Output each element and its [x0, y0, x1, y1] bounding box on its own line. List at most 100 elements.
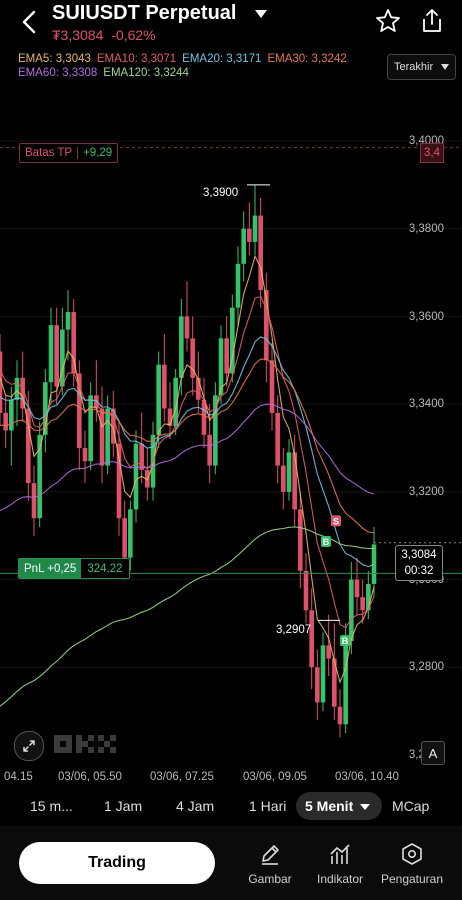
back-arrow-icon[interactable] [14, 8, 44, 36]
buy-marker [340, 635, 350, 647]
sell-marker-letter: S [333, 516, 339, 526]
candle-body [207, 434, 212, 466]
candle-body [116, 443, 122, 519]
candle-body [162, 364, 167, 409]
dropdown-arrow-icon [441, 64, 449, 70]
trading-button[interactable]: Trading [19, 842, 215, 884]
ema20-label: EMA20: 3,3171 [182, 53, 262, 65]
candle-body [371, 544, 377, 584]
y-tick-label: 3,2800 [408, 661, 444, 673]
candle-body [71, 312, 76, 374]
interval-5m[interactable]: 5 Menit [305, 798, 371, 814]
settings-hexagon-icon [402, 843, 422, 865]
y-tick-label: 3,3400 [408, 398, 444, 410]
interval-4h[interactable]: 4 Jam [176, 798, 215, 814]
take-profit-tag[interactable]: Batas TP +9,29 [19, 143, 119, 163]
candle-body [88, 395, 93, 462]
price-chart[interactable]: S B B [0, 46, 462, 768]
candle-body [9, 399, 14, 431]
candle-body [60, 329, 65, 387]
candle-body [337, 706, 343, 725]
candle-body [43, 382, 48, 435]
interval-1h[interactable]: 1 Jam [104, 798, 143, 814]
candle-body [31, 483, 37, 519]
candle-body [303, 570, 309, 611]
candle-body [99, 408, 105, 466]
expand-icon [23, 740, 35, 752]
candle-body [366, 583, 371, 611]
low-price-label: 3,2907 [276, 624, 312, 636]
y-tick-label: 3,3200 [408, 486, 444, 498]
candle-body [196, 377, 201, 400]
candle-body [343, 640, 348, 725]
candle-body [14, 377, 20, 400]
candle-body [128, 509, 133, 558]
candle-body [332, 658, 337, 707]
candle-body [281, 465, 286, 492]
candle-body [190, 338, 195, 378]
ema120-line [0, 526, 374, 707]
ema5-label: EMA5: 3,3043 [18, 53, 91, 65]
pair-dropdown-icon[interactable] [254, 7, 268, 21]
candle-body [20, 377, 25, 409]
candle-body [3, 412, 8, 431]
candle-body [349, 579, 354, 641]
buy-marker-letter: B [342, 636, 349, 646]
candle-body [48, 325, 54, 383]
x-tick-label: 04.15 [4, 771, 33, 783]
ema5-line [0, 254, 375, 684]
candle-body [133, 443, 139, 510]
high-price-label: 3,3900 [203, 187, 239, 199]
chevron-down-icon [360, 804, 371, 810]
auto-scale-button[interactable]: A [421, 741, 445, 765]
candle-body [37, 434, 42, 519]
pair-title[interactable]: SUIUSDT Perpetual [52, 2, 237, 24]
x-tick-label: 03/06, 10.40 [335, 771, 399, 783]
settings-button[interactable]: Pengaturan [372, 842, 452, 886]
ema20-line [0, 336, 375, 568]
favorite-star-icon[interactable] [375, 8, 401, 34]
interval-1d[interactable]: 1 Hari [249, 798, 287, 814]
draw-tool-button[interactable]: Gambar [230, 842, 310, 886]
ema10-line [0, 295, 375, 629]
candle-body [252, 215, 258, 242]
pengaturan-label: Pengaturan [380, 872, 444, 886]
interval-mcap[interactable]: MCap [392, 798, 430, 814]
candle-body [77, 373, 82, 448]
share-icon[interactable] [420, 8, 444, 34]
ema10-label: EMA10: 3,3071 [96, 53, 177, 65]
indikator-label: Indikator [316, 872, 364, 886]
ema120-label: EMA120: 3,3244 [103, 67, 189, 79]
fullscreen-button[interactable] [14, 731, 44, 761]
candle-body [230, 307, 235, 374]
position-pnl-tag[interactable]: PnL +0,25 324,22 [18, 558, 130, 579]
candle-body [326, 645, 331, 659]
x-tick-label: 03/06, 07.25 [150, 771, 214, 783]
candle-body [269, 360, 275, 413]
candle-body [54, 325, 59, 387]
candle-body [111, 408, 116, 444]
buy-marker-letter: B [323, 537, 330, 547]
interval-15m[interactable]: 15 m... [30, 798, 73, 814]
ema60-line [0, 403, 375, 512]
ema-legend-row-2: EMA60: 3,3308 EMA120: 3,3244 [18, 67, 195, 79]
candle-body [264, 290, 269, 361]
candle-body [224, 338, 229, 374]
candle-body [292, 452, 297, 510]
candle-body [179, 316, 184, 378]
gambar-label: Gambar [248, 872, 292, 886]
candle-body [65, 312, 71, 330]
candle-body [213, 395, 218, 466]
current-price-tag: 3,3084 00:32 [395, 545, 443, 581]
price-mode-select[interactable]: Terakhir [387, 54, 456, 80]
candle-countdown: 00:32 [404, 565, 434, 577]
sell-marker [331, 515, 341, 527]
candle-body [298, 509, 303, 571]
candle-body [241, 228, 246, 264]
indicator-button[interactable]: Indikator [300, 842, 380, 886]
candle-body [258, 215, 263, 291]
pencil-icon [262, 845, 279, 865]
ema30-label: EMA30: 3,3242 [267, 53, 347, 65]
candle-body [286, 452, 292, 492]
candle-body [354, 579, 360, 598]
